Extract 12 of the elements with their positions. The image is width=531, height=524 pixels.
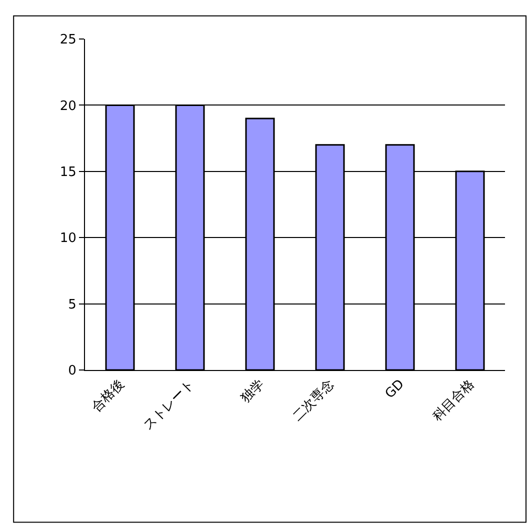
- y-tick-label: 15: [60, 164, 76, 180]
- x-tick-label: 二次専念: [290, 376, 338, 424]
- y-tick-label: 20: [60, 98, 76, 114]
- y-tick-label: 10: [60, 231, 76, 246]
- y-tick-label: 25: [60, 32, 76, 48]
- x-tick-label: 科目合格: [430, 376, 478, 424]
- x-tick-label: ストレート: [140, 376, 198, 434]
- y-tick-label: 5: [68, 297, 76, 312]
- x-tick-label: GD: [382, 376, 408, 402]
- y-tick-label: 0: [68, 364, 76, 379]
- x-tick-label: 独学: [238, 376, 268, 406]
- x-tick-label: 合格後: [89, 376, 128, 416]
